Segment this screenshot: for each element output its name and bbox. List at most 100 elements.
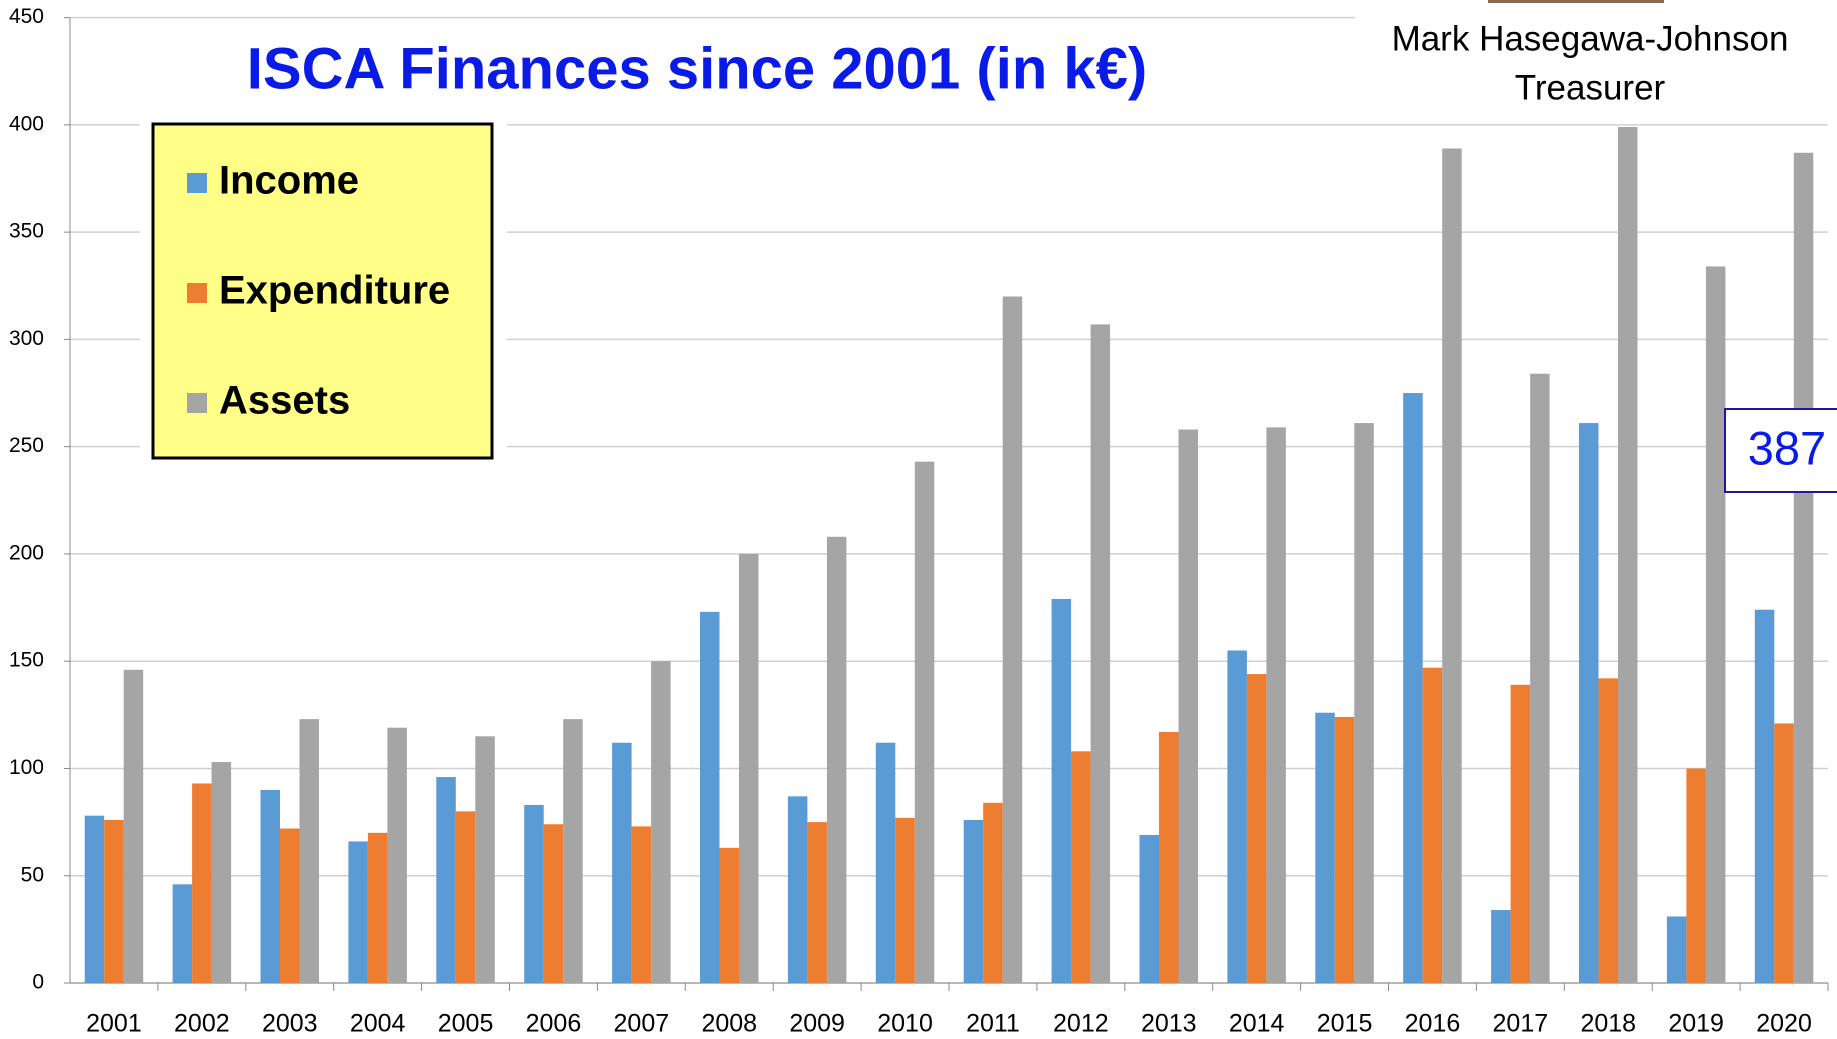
photo-edge bbox=[1488, 0, 1664, 3]
bar bbox=[1491, 910, 1511, 983]
x-tick-label: 2003 bbox=[262, 1010, 318, 1038]
bar bbox=[895, 818, 915, 983]
chart: 0 50 100 150 200 250 300 350 400 450 2001 2002 2003 2… bbox=[0, 0, 1837, 1039]
bar bbox=[173, 884, 193, 983]
bar bbox=[104, 820, 124, 983]
annotation: 387 bbox=[1748, 421, 1826, 474]
bar bbox=[1423, 668, 1443, 983]
bar bbox=[1159, 732, 1179, 983]
legend-label: Expenditure bbox=[219, 269, 450, 313]
bar bbox=[1794, 153, 1814, 983]
bar bbox=[1179, 430, 1199, 983]
bar bbox=[1530, 374, 1550, 983]
y-tick-label: 450 bbox=[9, 5, 44, 28]
bar bbox=[192, 783, 212, 983]
y-tick-label: 0 bbox=[32, 971, 44, 994]
y-tick-label: 200 bbox=[9, 541, 44, 564]
bar bbox=[280, 829, 300, 983]
bar bbox=[1618, 127, 1638, 983]
x-tick-label: 2012 bbox=[1053, 1010, 1109, 1038]
bar bbox=[915, 462, 935, 983]
bar bbox=[456, 811, 476, 983]
x-tick-label: 2004 bbox=[350, 1010, 406, 1038]
x-tick-label: 2014 bbox=[1229, 1010, 1285, 1038]
presenter-name: Mark Hasegawa-Johnson bbox=[1392, 19, 1789, 58]
bar bbox=[1335, 717, 1355, 983]
legend-label: Income bbox=[219, 159, 359, 203]
y-tick-label: 350 bbox=[9, 220, 44, 243]
bar bbox=[300, 719, 320, 983]
bar bbox=[739, 554, 759, 983]
bar bbox=[1266, 427, 1286, 983]
legend-swatch bbox=[187, 173, 207, 193]
bar bbox=[1052, 599, 1072, 983]
x-tick-label: 2001 bbox=[86, 1010, 142, 1038]
bar bbox=[212, 762, 232, 983]
x-tick-label: 2019 bbox=[1668, 1010, 1724, 1038]
x-tick-label: 2017 bbox=[1493, 1010, 1549, 1038]
bar bbox=[1686, 768, 1706, 983]
chart-title: ISCA Finances since 2001 (in k€) bbox=[247, 36, 1147, 101]
legend-swatch bbox=[187, 283, 207, 303]
x-tick-label: 2009 bbox=[789, 1010, 845, 1038]
x-tick-label: 2007 bbox=[614, 1010, 670, 1038]
bar bbox=[807, 822, 827, 983]
bar bbox=[475, 736, 495, 983]
bar bbox=[524, 805, 544, 983]
legend-swatch bbox=[187, 393, 207, 413]
bar bbox=[1403, 393, 1423, 983]
bar bbox=[1579, 423, 1599, 983]
x-tick-label: 2016 bbox=[1405, 1010, 1461, 1038]
bar bbox=[261, 790, 281, 983]
bar bbox=[1091, 324, 1111, 983]
x-tick-label: 2015 bbox=[1317, 1010, 1373, 1038]
x-tick-label: 2005 bbox=[438, 1010, 494, 1038]
y-tick-label: 300 bbox=[9, 327, 44, 350]
bar bbox=[1247, 674, 1267, 983]
y-tick-label: 50 bbox=[21, 863, 44, 886]
bar bbox=[1774, 723, 1794, 983]
bar bbox=[983, 803, 1003, 983]
bar bbox=[563, 719, 583, 983]
bar bbox=[436, 777, 456, 983]
bar bbox=[1442, 148, 1462, 983]
bar bbox=[720, 848, 740, 983]
bar bbox=[1599, 678, 1619, 983]
bar bbox=[632, 826, 652, 983]
x-tick-label: 2013 bbox=[1141, 1010, 1197, 1038]
y-tick-label: 100 bbox=[9, 756, 44, 779]
bar bbox=[1003, 296, 1023, 983]
bar bbox=[612, 743, 632, 983]
x-tick-label: 2018 bbox=[1580, 1010, 1636, 1038]
bar bbox=[1227, 650, 1247, 983]
bar bbox=[876, 743, 896, 983]
x-tick-label: 2010 bbox=[877, 1010, 933, 1038]
bar bbox=[387, 728, 407, 983]
bar bbox=[700, 612, 720, 983]
y-tick-label: 400 bbox=[9, 112, 44, 135]
bar bbox=[1140, 835, 1160, 983]
bar bbox=[368, 833, 388, 983]
bar bbox=[651, 661, 671, 983]
x-tick-label: 2008 bbox=[701, 1010, 757, 1038]
bar bbox=[124, 670, 144, 983]
bar bbox=[1511, 685, 1531, 983]
bar bbox=[1354, 423, 1374, 983]
bar bbox=[827, 537, 847, 983]
x-tick-label: 2002 bbox=[174, 1010, 230, 1038]
bar bbox=[1706, 266, 1726, 983]
bar bbox=[964, 820, 984, 983]
legend-label: Assets bbox=[219, 379, 350, 423]
presenter-role: Treasurer bbox=[1515, 68, 1666, 107]
x-tick-label: 2020 bbox=[1756, 1010, 1812, 1038]
bar bbox=[544, 824, 564, 983]
y-tick-label: 150 bbox=[9, 649, 44, 672]
x-tick-label: 2006 bbox=[526, 1010, 582, 1038]
bar bbox=[1071, 751, 1091, 983]
bar bbox=[1755, 610, 1775, 983]
bar bbox=[348, 841, 368, 983]
bar bbox=[788, 796, 808, 983]
x-tick-label: 2011 bbox=[966, 1010, 1020, 1038]
y-tick-label: 250 bbox=[9, 434, 44, 457]
bar bbox=[85, 816, 105, 983]
